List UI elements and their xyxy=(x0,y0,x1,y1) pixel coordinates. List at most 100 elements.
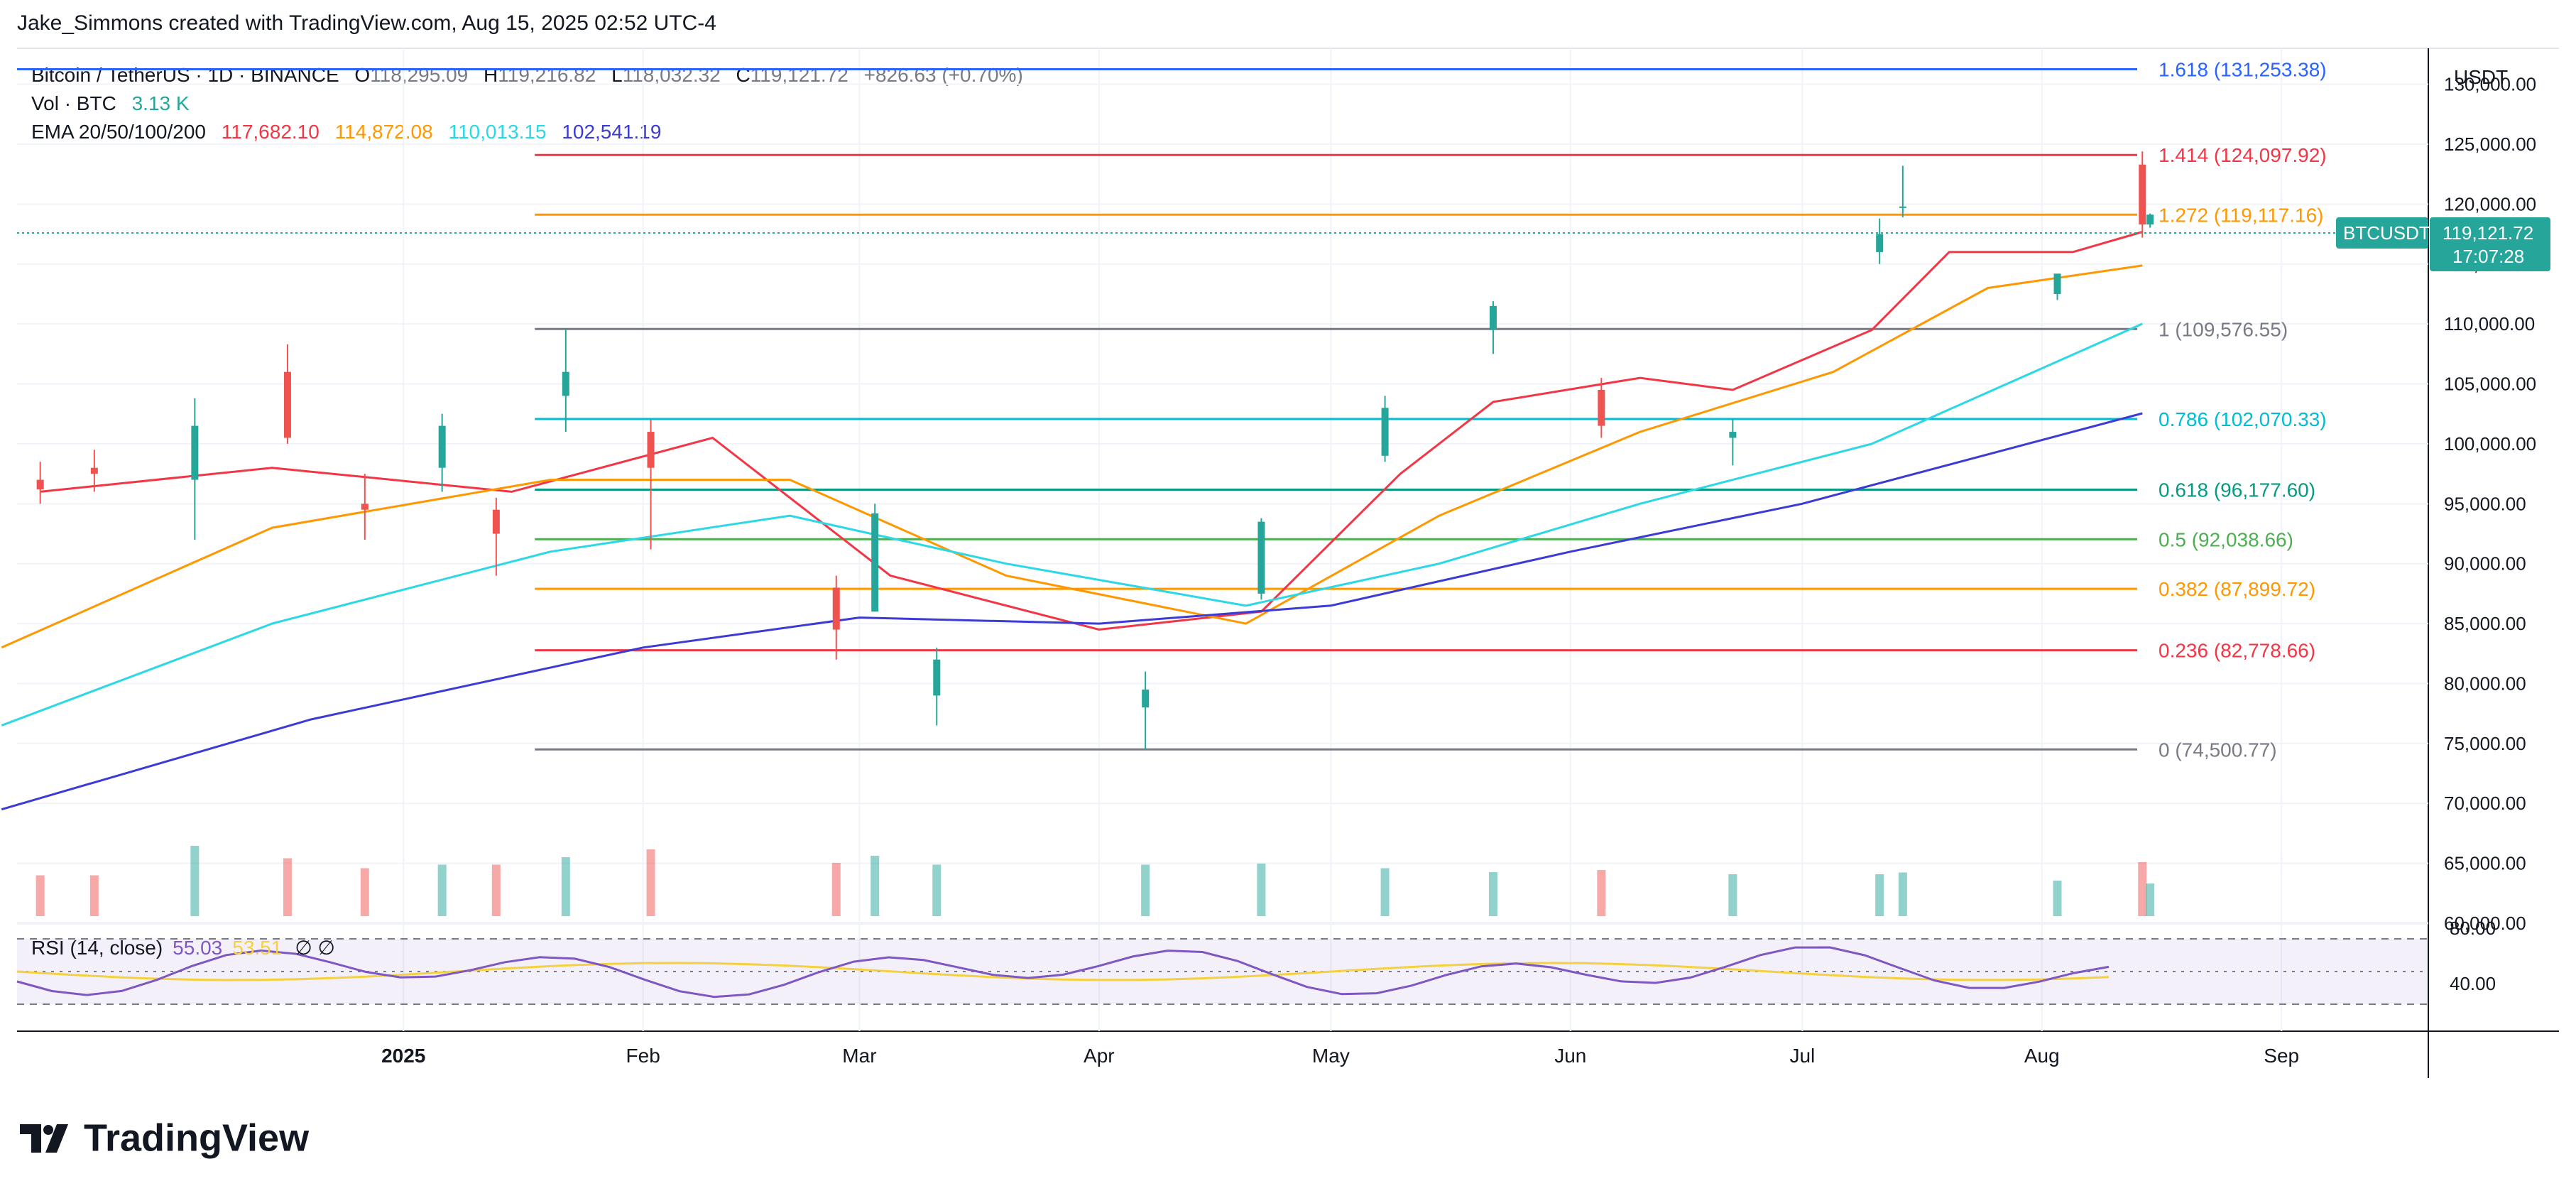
price-tick-label: 60,000.00 xyxy=(2444,913,2526,934)
fib-level-label: 0.786 (102,070.33) xyxy=(2159,408,2327,430)
candle-body xyxy=(647,432,655,468)
volume-bar xyxy=(1141,864,1150,916)
fib-level-label: 1.618 (131,253.38) xyxy=(2159,58,2327,80)
volume-bar xyxy=(36,875,45,916)
last-price: 119,121.72 xyxy=(2443,222,2533,244)
ema50-value: 114,872.08 xyxy=(334,121,433,143)
candle-body xyxy=(191,425,199,480)
symbol-badge-text: BTCUSDT xyxy=(2343,222,2430,244)
volume-value: 3.13 K xyxy=(131,92,190,114)
volume-bar xyxy=(831,863,841,916)
volume-bar xyxy=(561,857,570,916)
volume-bar xyxy=(2138,862,2147,916)
volume-bar xyxy=(1728,874,1737,916)
volume-bar xyxy=(871,856,880,916)
chart-credit: Jake_Simmons created with TradingView.co… xyxy=(17,11,716,35)
price-tick-label: 125,000.00 xyxy=(2444,134,2536,155)
fib-retracement[interactable]: 1.618 (131,253.38) 1.414 (124,097.92) 1.27… xyxy=(17,58,2327,761)
volume-bar xyxy=(2053,881,2062,916)
tradingview-mark-icon xyxy=(20,1124,68,1153)
volume-label[interactable]: Vol · BTC xyxy=(31,92,116,114)
time-tick-label: Mar xyxy=(842,1045,876,1067)
candle-body xyxy=(492,509,500,534)
fib-level-label: 0 (74,500.77) xyxy=(2159,739,2277,761)
time-tick-label: May xyxy=(1312,1045,1350,1067)
candle-body xyxy=(2146,214,2154,225)
time-tick-label: Sep xyxy=(2264,1045,2299,1067)
candle-body xyxy=(1381,408,1389,456)
price-tick-label: 105,000.00 xyxy=(2444,374,2536,395)
ema-row: EMA 20/50/100/200 117,682.10 114,872.08 … xyxy=(31,118,1023,146)
bar-countdown: 17:07:28 xyxy=(2452,246,2524,267)
rsi-band xyxy=(17,939,2428,1004)
chart-legend: Bitcoin / TetherUS · 1D · BINANCE O118,2… xyxy=(31,61,1023,146)
candle-body xyxy=(90,467,98,474)
time-tick-label: Apr xyxy=(1084,1045,1115,1067)
candle-body xyxy=(832,587,840,630)
rsi-line xyxy=(16,946,2110,999)
volume-bar xyxy=(360,868,369,916)
symbol-name[interactable]: Bitcoin / TetherUS · 1D · BINANCE xyxy=(31,64,339,86)
low-value: 118,032.32 xyxy=(622,64,721,86)
last-price-badge xyxy=(2430,217,2550,271)
fib-level-label: 0.236 (82,778.66) xyxy=(2159,640,2315,662)
time-tick-label: Aug xyxy=(2024,1045,2060,1067)
fib-level-label: 0.5 (92,038.66) xyxy=(2159,528,2293,550)
price-tick-label: 130,000.00 xyxy=(2444,74,2536,95)
change-value: +826.63 (+0.70%) xyxy=(863,64,1023,86)
candle-body xyxy=(871,513,879,612)
volume-bar xyxy=(491,864,501,916)
candle-body xyxy=(361,504,369,510)
candle-body xyxy=(1142,689,1150,708)
volume-row: Vol · BTC 3.13 K xyxy=(31,89,1023,118)
candle-body xyxy=(2139,164,2146,225)
currency-label[interactable]: USDT xyxy=(2454,66,2508,88)
price-tick-label: 65,000.00 xyxy=(2444,853,2526,874)
volume-bar xyxy=(190,846,200,916)
fib-level-label: 0.382 (87,899.72) xyxy=(2159,578,2315,600)
volume-bar xyxy=(1380,868,1390,916)
rsi-ma-value: 53.51 xyxy=(232,937,283,959)
symbol-row: Bitcoin / TetherUS · 1D · BINANCE O118,2… xyxy=(31,61,1023,89)
price-axis-ticks: 130,000.00125,000.00120,000.00115,000.00… xyxy=(2444,74,2536,934)
rsi-label[interactable]: RSI (14, close) xyxy=(31,937,163,959)
close-value: 119,121.72 xyxy=(750,64,848,86)
ema100-value: 110,013.15 xyxy=(448,121,547,143)
fib-level-label: 1 (109,576.55) xyxy=(2159,318,2288,340)
ema-lines xyxy=(1,231,2143,811)
ema-line xyxy=(1,264,2143,649)
volume-bars xyxy=(36,846,2155,916)
ema-label[interactable]: EMA 20/50/100/200 xyxy=(31,121,206,143)
rsi-tick-80: 80.00 xyxy=(2450,918,2496,939)
volume-bar xyxy=(89,875,99,916)
price-tick-label: 95,000.00 xyxy=(2444,493,2526,514)
fib-level-label: 0.618 (96,177.60) xyxy=(2159,479,2315,501)
ema-line xyxy=(1,412,2143,811)
tradingview-logo[interactable]: TradingView xyxy=(20,1114,309,1160)
price-tick-label: 100,000.00 xyxy=(2444,433,2536,455)
ema200-value: 102,541.19 xyxy=(562,121,662,143)
rsi-tick-40: 40.00 xyxy=(2450,973,2496,994)
fib-level-label: 1.414 (124,097.92) xyxy=(2159,144,2327,166)
candle-body xyxy=(283,371,291,438)
open-value: 118,295.09 xyxy=(370,64,469,86)
fib-level-label: 1.272 (119,117.16) xyxy=(2159,204,2323,226)
null-icon: ∅ ∅ xyxy=(295,937,335,959)
volume-bar xyxy=(646,849,655,916)
time-tick-label: Jul xyxy=(1789,1045,1815,1067)
price-tick-label: 110,000.00 xyxy=(2444,313,2535,334)
candle-body xyxy=(1729,432,1737,438)
price-tick-label: 80,000.00 xyxy=(2444,673,2526,694)
price-tick-label: 85,000.00 xyxy=(2444,613,2526,634)
volume-bar xyxy=(2146,883,2155,916)
price-tick-label: 70,000.00 xyxy=(2444,793,2526,814)
time-tick-label: Feb xyxy=(626,1045,660,1067)
candle-body xyxy=(1598,389,1605,426)
candle-body xyxy=(1489,305,1497,330)
volume-bar xyxy=(1597,870,1606,916)
candle-body xyxy=(438,425,446,468)
time-tick-label: 2025 xyxy=(381,1045,425,1067)
volume-bar xyxy=(1898,872,1907,916)
time-axis-labels: 2025 Feb Mar Apr May Jun Jul Aug Sep xyxy=(381,1045,2299,1067)
